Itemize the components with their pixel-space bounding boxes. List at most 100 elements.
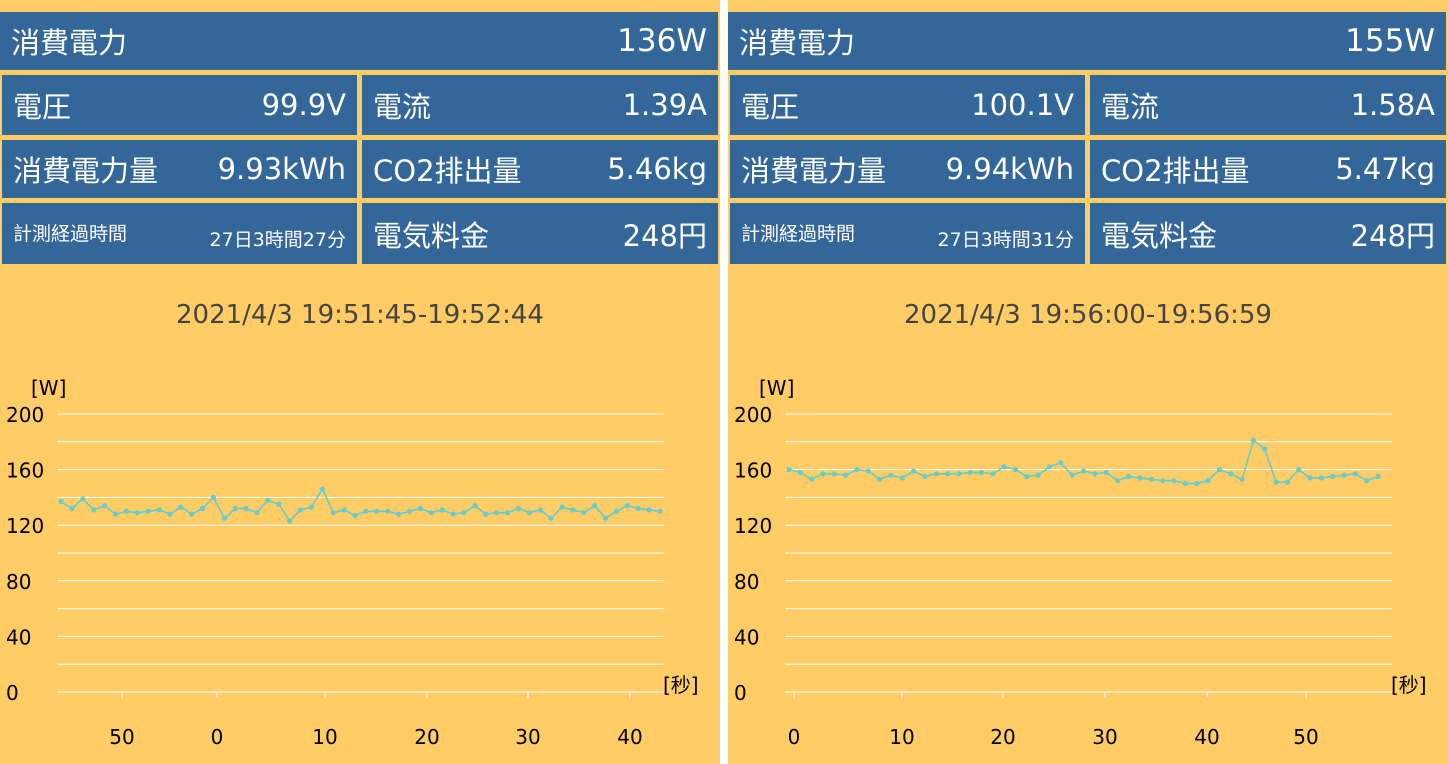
data-point xyxy=(308,504,315,510)
y-tick-label: 200 xyxy=(6,403,44,427)
data-point xyxy=(537,507,543,513)
data-point xyxy=(504,510,511,516)
power-line-chart: 0 40 80 120 160 200 [W] [秒] 0 10 20 30 40 50 xyxy=(734,376,1427,749)
data-point xyxy=(786,467,792,473)
x-tick-label: 10 xyxy=(312,725,337,749)
data-point xyxy=(1103,469,1109,475)
energy-tile: 消費電力量 9.94kWh xyxy=(730,140,1085,198)
data-point xyxy=(69,505,75,512)
y-tick-label: 120 xyxy=(6,514,44,538)
series-line xyxy=(60,487,661,523)
data-point xyxy=(439,507,445,513)
data-point xyxy=(1160,478,1166,484)
cost-label: 電気料金 xyxy=(373,218,490,253)
data-point xyxy=(1171,478,1177,484)
voltage-label: 電圧 xyxy=(741,90,800,124)
data-point xyxy=(899,475,905,481)
data-point xyxy=(287,518,293,524)
x-tick-label: 50 xyxy=(1293,725,1318,749)
co2-value: 5.47kg xyxy=(1335,152,1435,186)
data-point xyxy=(330,510,336,516)
time-range: 2021/4/3 19:51:45-19:52:44 xyxy=(176,300,544,330)
data-point xyxy=(1375,473,1381,480)
data-point xyxy=(1228,471,1234,477)
data-point xyxy=(888,472,894,478)
data-point xyxy=(145,508,151,514)
y-axis-label: [W] xyxy=(31,376,66,400)
elapsed-label: 計測経過時間 xyxy=(13,223,128,245)
data-point xyxy=(189,511,195,517)
data-point xyxy=(990,471,996,477)
data-point xyxy=(178,504,184,510)
elapsed-value: 27日3時間27分 xyxy=(209,229,346,251)
data-point xyxy=(58,499,64,505)
voltage-value: 100.1V xyxy=(971,88,1074,122)
y-tick-label: 40 xyxy=(734,625,759,649)
data-point xyxy=(374,508,380,514)
energy-label: 消費電力量 xyxy=(13,154,159,188)
data-point xyxy=(613,508,620,514)
current-value: 1.58A xyxy=(1350,88,1435,122)
power-value: 155W xyxy=(1345,23,1435,59)
data-point xyxy=(265,497,271,503)
power-label: 消費電力 xyxy=(739,26,856,60)
energy-value: 9.94kWh xyxy=(945,152,1074,186)
current-label: 電流 xyxy=(373,90,432,124)
y-tick-label: 200 xyxy=(734,403,772,427)
voltage-value: 99.9V xyxy=(261,88,346,122)
data-point xyxy=(1148,476,1155,482)
data-point xyxy=(254,510,260,516)
data-point xyxy=(559,504,565,510)
data-point xyxy=(1205,478,1211,484)
data-point xyxy=(352,512,358,519)
current-value: 1.39A xyxy=(622,88,707,122)
data-point xyxy=(820,471,826,477)
x-axis-label: [秒] xyxy=(663,673,699,697)
x-axis-label: [秒] xyxy=(1391,673,1427,697)
y-tick-label: 0 xyxy=(6,681,19,705)
data-point xyxy=(1126,473,1132,480)
voltage-label: 電圧 xyxy=(13,90,72,124)
data-point xyxy=(979,469,985,475)
data-point xyxy=(1239,476,1245,482)
data-point xyxy=(1296,467,1302,473)
data-point xyxy=(854,467,860,473)
x-tick-label: 30 xyxy=(1092,725,1117,749)
power-tile: 消費電力 155W xyxy=(728,12,1446,70)
time-range: 2021/4/3 19:56:00-19:56:59 xyxy=(904,300,1272,330)
y-tick-label: 120 xyxy=(734,514,772,538)
y-tick-label: 0 xyxy=(734,681,747,705)
power-value: 136W xyxy=(617,23,707,59)
data-point xyxy=(1024,473,1030,480)
data-point xyxy=(956,471,962,477)
data-point xyxy=(483,511,489,517)
data-point xyxy=(657,508,663,514)
y-tick-label: 160 xyxy=(734,459,772,483)
data-point xyxy=(1352,471,1358,477)
power-line-chart: 0 40 80 120 160 200 [W] [秒] 50 0 10 20 30 40 xyxy=(6,376,699,749)
data-point xyxy=(1330,473,1336,480)
data-point xyxy=(341,507,347,513)
power-label: 消費電力 xyxy=(11,26,128,60)
data-point xyxy=(80,496,86,502)
cost-tile: 電気料金 248円 xyxy=(362,203,718,264)
data-point xyxy=(1194,480,1200,487)
data-point xyxy=(831,471,837,477)
data-point xyxy=(232,505,238,512)
data-point xyxy=(1307,475,1313,481)
data-point xyxy=(1284,479,1290,485)
data-point xyxy=(123,508,129,514)
data-point xyxy=(1273,479,1279,485)
data-point xyxy=(911,468,917,474)
energy-value: 9.93kWh xyxy=(217,152,346,186)
data-point xyxy=(646,507,652,513)
data-point xyxy=(428,510,434,516)
monitor-panel-left: 消費電力 136W 電圧 99.9V 電流 1.39A 消費電力量 9.93kW… xyxy=(0,0,720,764)
data-point xyxy=(602,515,609,521)
data-point xyxy=(167,511,173,517)
elapsed-tile: 計測経過時間 27日3時間31分 xyxy=(730,203,1085,264)
data-point xyxy=(1012,467,1019,473)
elapsed-tile: 計測経過時間 27日3時間27分 xyxy=(2,203,357,264)
data-point xyxy=(1216,467,1222,473)
power-tile: 消費電力 136W xyxy=(0,12,718,70)
